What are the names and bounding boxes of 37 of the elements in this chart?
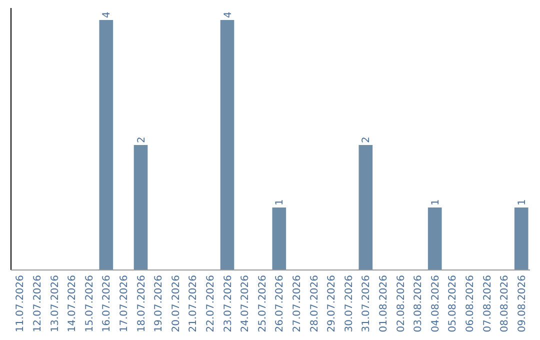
data-label: 4 [222,12,234,18]
x-tick-label: 01.08.2026 [378,275,390,332]
x-tick-label: 23.07.2026 [222,275,234,332]
x-tick-label: 21.07.2026 [188,275,200,332]
x-tick-label: 19.07.2026 [154,275,165,332]
x-tick-label: 12.07.2026 [32,275,44,332]
x-tick-label: 15.07.2026 [84,275,96,332]
data-label: 2 [136,136,148,143]
x-tick-label: 22.07.2026 [205,275,216,332]
x-tick-label: 24.07.2026 [240,275,252,332]
x-tick-label: 17.07.2026 [118,275,130,332]
x-tick-label: 25.07.2026 [257,275,268,332]
x-tick-label: 26.07.2026 [274,275,286,332]
x-tick-label: 28.07.2026 [309,275,320,332]
x-tick-label: 11.07.2026 [15,275,26,332]
x-tick-label: 30.07.2026 [344,275,355,332]
data-label: 1 [516,199,528,206]
x-tick-label: 13.07.2026 [50,275,61,332]
data-label: 2 [361,136,372,143]
x-tick-label: 06.08.2026 [464,275,476,332]
x-tick-label: 16.07.2026 [102,275,113,332]
data-label: 4 [102,12,113,18]
data-label: 1 [274,199,286,206]
x-tick-label: 05.08.2026 [448,275,459,332]
x-tick-label: 14.07.2026 [67,275,78,332]
x-tick-label: 31.07.2026 [361,275,372,332]
x-tick-label: 02.08.2026 [396,275,407,332]
data-label: 1 [430,199,442,206]
x-tick-label: 29.07.2026 [326,275,338,332]
x-tick-label: 07.08.2026 [482,275,494,332]
x-tick-label: 08.08.2026 [500,275,511,332]
x-tick-label: 09.08.2026 [516,275,528,332]
x-tick-label: 03.08.2026 [413,275,424,332]
x-tick-label: 20.07.2026 [170,275,182,332]
x-tick-label: 04.08.2026 [430,275,442,332]
x-tick-label: 18.07.2026 [136,275,148,332]
x-tick-label: 27.07.2026 [292,275,303,332]
